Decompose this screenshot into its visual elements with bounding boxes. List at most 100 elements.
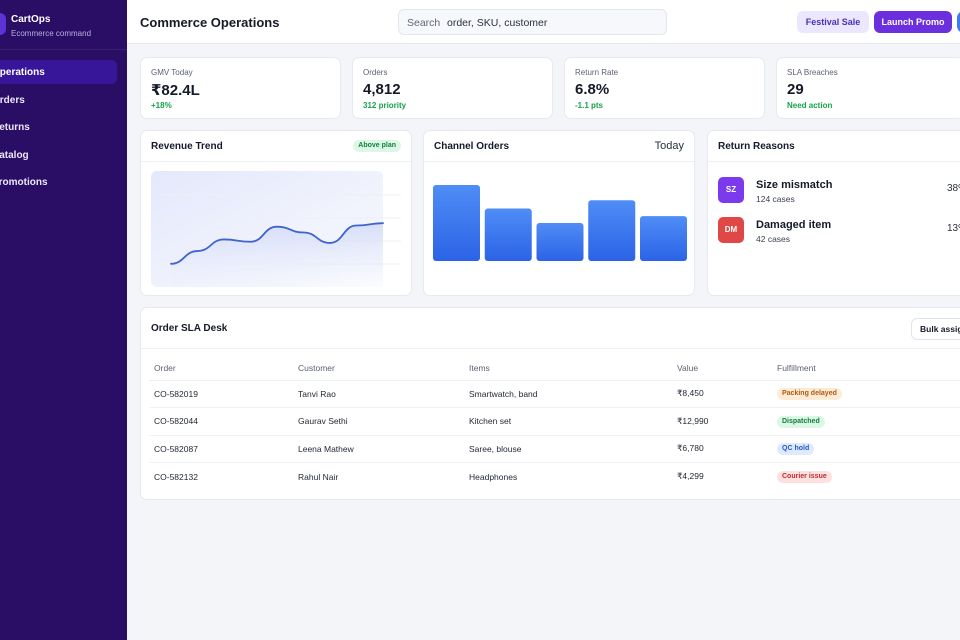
order-value: ₹8,450: [672, 380, 772, 408]
order-value: ₹4,299: [677, 471, 704, 481]
kpi-card-gmv: GMV Today ₹82.4L +18%: [140, 57, 341, 119]
status-badge: Packing delayed: [777, 388, 842, 401]
sidebar-item-returns[interactable]: Returns: [0, 115, 127, 139]
topbar: Commerce Operations Search order, SKU, c…: [127, 0, 960, 44]
festival-sale-button[interactable]: Festival Sale: [797, 11, 869, 33]
customer-name: Gaurav Sethi: [293, 407, 464, 436]
kpi-value: 4,812: [363, 81, 401, 98]
kpi-label: Orders: [363, 68, 388, 77]
table-row[interactable]: CO-582087 Leena Mathew Saree, blouse ₹6,…: [149, 435, 960, 463]
kpi-label: Return Rate: [575, 68, 619, 77]
reason-count: 124 cases: [756, 194, 795, 204]
sidebar-item-label: Orders: [0, 94, 25, 106]
column-header-fulfillment[interactable]: Fulfillment: [772, 356, 960, 381]
panel-title: Channel Orders: [434, 141, 510, 152]
order-id[interactable]: CO-582044: [149, 407, 293, 436]
sidebar-item-orders[interactable]: Orders: [0, 88, 127, 112]
customer-name: Tanvi Rao: [293, 380, 464, 408]
status-badge: Courier issue: [777, 471, 832, 483]
sidebar: CartOps Ecommerce command Operations Ord…: [0, 0, 127, 640]
avatar[interactable]: [957, 11, 960, 33]
order-items: Smartwatch, band: [464, 380, 672, 408]
kpi-label: SLA Breaches: [787, 68, 838, 77]
search-value: order, SKU, customer: [447, 17, 548, 29]
panel-title: Return Reasons: [718, 141, 795, 152]
kpi-value: 29: [787, 81, 804, 98]
kpi-card-orders: Orders 4,812 312 priority: [352, 57, 553, 119]
panel-header: Order SLA Desk Bulk assign: [141, 308, 960, 349]
order-id[interactable]: CO-582132: [154, 471, 198, 482]
kpi-delta: -1.1 pts: [575, 101, 604, 110]
sidebar-item-catalog[interactable]: Catalog: [0, 143, 127, 167]
return-reason-size-mismatch[interactable]: SZ Size mismatch 124 cases 38%: [718, 177, 960, 207]
kpi-label: GMV Today: [151, 68, 193, 77]
brand-subtitle: Ecommerce command: [11, 29, 92, 38]
channel-bar[interactable]: [484, 208, 532, 261]
return-reason-damaged-item[interactable]: DM Damaged item 42 cases 13%: [718, 217, 960, 247]
table-row[interactable]: CO-582132 Rahul Nair Headphones ₹4,299 C…: [149, 463, 960, 491]
channel-bar-chart: [433, 185, 687, 261]
order-sla-desk-panel: Order SLA Desk Bulk assign Order Custome…: [140, 307, 960, 500]
order-items: Kitchen set: [464, 407, 672, 436]
fulfillment-cell: QC hold: [772, 435, 960, 463]
bulk-assign-button[interactable]: Bulk assign: [911, 318, 960, 340]
kpi-value: ₹82.4L: [151, 82, 200, 99]
kpi-value: 6.8%: [575, 81, 610, 98]
brand-title: CartOps: [11, 14, 51, 25]
column-header-order[interactable]: Order: [149, 356, 293, 381]
panel-header: Revenue Trend Above plan: [141, 131, 411, 162]
status-badge: Above plan: [353, 140, 401, 152]
channel-bar[interactable]: [433, 185, 480, 261]
channel-orders-panel: Channel Orders Today: [423, 130, 695, 296]
kpi-delta: Need action: [787, 101, 833, 110]
brand: CartOps Ecommerce command: [0, 0, 127, 50]
sidebar-item-promotions[interactable]: Promotions: [0, 170, 127, 194]
panel-header: Channel Orders Today: [424, 131, 694, 162]
fulfillment-cell: Packing delayed: [772, 380, 960, 408]
search-input[interactable]: Search order, SKU, customer: [398, 9, 667, 35]
table-row[interactable]: CO-582044 Gaurav Sethi Kitchen set ₹12,9…: [149, 407, 960, 436]
reason-code-badge: SZ: [718, 177, 744, 203]
channel-bar[interactable]: [640, 216, 687, 261]
revenue-line-chart: [151, 171, 401, 287]
sidebar-item-label: Promotions: [0, 177, 48, 188]
reason-title: Size mismatch: [756, 179, 833, 191]
sidebar-item-label: Catalog: [0, 149, 29, 161]
order-value: ₹12,990: [672, 407, 772, 436]
revenue-area: [171, 223, 383, 287]
fulfillment-cell: Dispatched: [772, 407, 960, 436]
order-id[interactable]: CO-582019: [149, 380, 293, 408]
fulfillment-cell: Courier issue: [772, 463, 960, 491]
channel-bar[interactable]: [536, 223, 584, 261]
panel-title: Revenue Trend: [151, 141, 223, 152]
reason-count: 42 cases: [756, 234, 791, 244]
sidebar-item-operations[interactable]: Operations: [0, 60, 117, 84]
kpi-delta: +18%: [151, 101, 172, 110]
column-header-items[interactable]: Items: [464, 356, 672, 381]
table-row[interactable]: CO-582019 Tanvi Rao Smartwatch, band ₹8,…: [149, 380, 960, 408]
sidebar-item-label: Returns: [0, 122, 30, 133]
launch-promo-button[interactable]: Launch Promo: [874, 11, 952, 33]
kpi-card-return-rate: Return Rate 6.8% -1.1 pts: [564, 57, 765, 119]
panel-title: Order SLA Desk: [151, 323, 228, 334]
channel-bar[interactable]: [588, 200, 636, 261]
order-id[interactable]: CO-582087: [149, 435, 293, 463]
reason-title: Damaged item: [756, 219, 832, 231]
customer-name: Leena Mathew: [293, 435, 464, 463]
column-header-customer[interactable]: Customer: [293, 356, 464, 381]
column-header-value[interactable]: Value: [672, 356, 772, 381]
order-value: ₹6,780: [672, 435, 772, 463]
return-reasons-panel: Return Reasons SZ Size mismatch 124 case…: [707, 130, 960, 296]
reason-code-badge: DM: [718, 217, 744, 243]
page-title: Commerce Operations: [140, 15, 280, 30]
reason-percent: 13%: [947, 223, 960, 234]
order-items: Headphones: [469, 471, 518, 482]
sidebar-nav: Operations Orders Returns Catalog Promot…: [0, 60, 127, 198]
panel-header: Return Reasons: [708, 131, 960, 162]
revenue-trend-panel: Revenue Trend Above plan: [140, 130, 412, 296]
period-label: Today: [654, 140, 684, 152]
order-items: Saree, blouse: [464, 435, 672, 463]
revenue-series-line: [170, 222, 384, 265]
kpi-card-sla-breaches: SLA Breaches 29 Need action: [776, 57, 960, 119]
sidebar-item-label: Operations: [0, 67, 45, 78]
